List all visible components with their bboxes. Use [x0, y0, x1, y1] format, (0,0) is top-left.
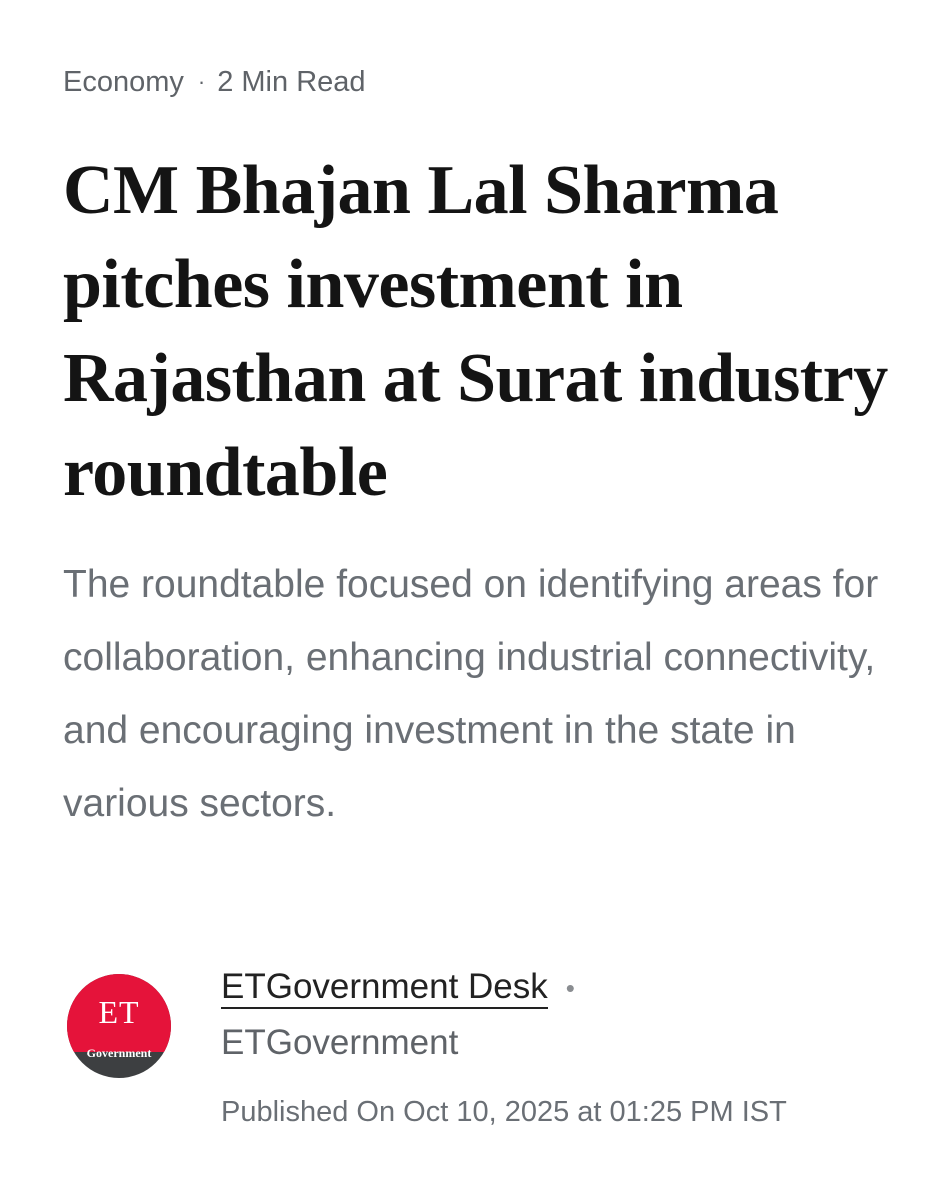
author-row: ETGovernment Desk •: [221, 962, 881, 1014]
article-headline: CM Bhajan Lal Sharma pitches investment …: [63, 152, 888, 511]
byline: ET Government ETGovernment Desk • ETGove…: [63, 962, 893, 1192]
author-separator: •: [565, 972, 575, 1003]
meta-separator: ·: [197, 69, 206, 94]
author-block: ETGovernment Desk • ETGovernment Publish…: [221, 962, 881, 1136]
read-time: 2 Min Read: [217, 65, 366, 98]
logo-red-band: [67, 974, 171, 1052]
publisher-name: ETGovernment: [221, 1023, 459, 1062]
et-government-logo[interactable]: ET Government: [67, 974, 171, 1078]
article-meta: Economy · 2 Min Read: [63, 62, 366, 102]
article-summary: The roundtable focused on identifying ar…: [63, 563, 879, 825]
logo-text: ET: [98, 994, 140, 1030]
published-date: Published On Oct 10, 2025 at 01:25 PM IS…: [221, 1096, 787, 1128]
author-link[interactable]: ETGovernment Desk: [221, 967, 548, 1009]
category-link[interactable]: Economy: [63, 65, 184, 98]
logo-subtext: Government: [86, 1046, 152, 1060]
